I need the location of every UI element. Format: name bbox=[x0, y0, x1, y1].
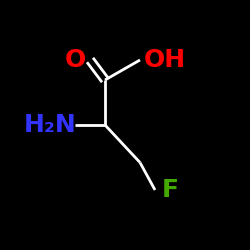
Text: H₂N: H₂N bbox=[24, 113, 76, 137]
Text: OH: OH bbox=[144, 48, 186, 72]
Text: O: O bbox=[64, 48, 86, 72]
Text: F: F bbox=[162, 178, 178, 202]
